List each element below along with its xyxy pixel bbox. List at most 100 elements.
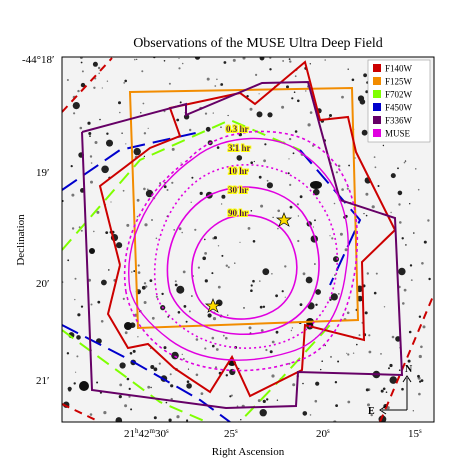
f336w-footprint bbox=[81, 80, 404, 410]
galaxy-dot bbox=[284, 265, 287, 268]
galaxy-dot bbox=[217, 285, 221, 289]
galaxy-dot bbox=[368, 350, 372, 354]
galaxy-dot bbox=[286, 85, 289, 89]
legend-swatch bbox=[373, 64, 381, 72]
galaxy-dot bbox=[371, 205, 375, 209]
galaxy-dot bbox=[77, 313, 81, 317]
galaxy-dot bbox=[289, 205, 293, 209]
galaxy-dot bbox=[402, 302, 405, 305]
galaxy-dot bbox=[276, 399, 279, 401]
galaxy-dot bbox=[397, 190, 403, 196]
galaxy-dot bbox=[163, 60, 166, 62]
reference-star-marker bbox=[275, 212, 293, 227]
galaxy-dot bbox=[346, 187, 349, 190]
x-axis-label: Right Ascension bbox=[212, 446, 285, 458]
galaxy-dot bbox=[191, 176, 194, 179]
galaxy-dot bbox=[121, 132, 123, 134]
galaxy-dot bbox=[116, 242, 123, 249]
galaxy-dot bbox=[309, 111, 313, 114]
galaxy-dot bbox=[176, 118, 180, 122]
galaxy-dot bbox=[134, 58, 136, 61]
galaxy-dot bbox=[195, 338, 199, 341]
galaxy-dot bbox=[421, 262, 424, 265]
galaxy-dot bbox=[418, 392, 421, 396]
galaxy-dot bbox=[250, 284, 253, 287]
galaxy-dot bbox=[118, 395, 122, 399]
galaxy-dot bbox=[252, 240, 256, 243]
galaxy-dot bbox=[347, 68, 349, 70]
galaxy-dot bbox=[190, 201, 192, 203]
galaxy-dot bbox=[155, 295, 158, 298]
galaxy-dot bbox=[106, 132, 109, 135]
galaxy-dot bbox=[333, 256, 339, 263]
galaxy-dot bbox=[176, 285, 185, 294]
galaxy-dot bbox=[266, 398, 269, 401]
galaxy-dot bbox=[153, 416, 157, 420]
legend-label: F336W bbox=[385, 116, 413, 126]
galaxy-dot bbox=[141, 285, 146, 290]
galaxy-dot bbox=[147, 385, 151, 389]
galaxy-dot bbox=[277, 227, 279, 230]
galaxy-dot bbox=[312, 226, 314, 228]
galaxy-dot bbox=[259, 305, 263, 309]
galaxy-dot bbox=[220, 126, 222, 128]
galaxy-dot bbox=[297, 215, 300, 217]
galaxy-dot bbox=[221, 254, 224, 257]
galaxy-dot bbox=[189, 128, 192, 132]
galaxy-dot bbox=[124, 79, 127, 83]
galaxy-dot bbox=[182, 270, 186, 274]
galaxy-dot bbox=[415, 168, 417, 170]
galaxy-dot bbox=[133, 147, 141, 156]
galaxy-dot bbox=[75, 371, 77, 373]
galaxy-dot bbox=[365, 192, 369, 196]
y-axis-label: Declination bbox=[15, 214, 27, 266]
galaxy-dot bbox=[294, 75, 297, 78]
galaxy-dot bbox=[151, 219, 153, 221]
bright-galaxy bbox=[79, 381, 89, 391]
compass-north-label: N bbox=[405, 364, 413, 375]
galaxy-dot bbox=[337, 164, 341, 168]
galaxy-dot bbox=[137, 271, 141, 274]
galaxy-dot bbox=[89, 413, 93, 416]
galaxy-dot bbox=[74, 277, 77, 280]
bright-galaxy bbox=[89, 248, 95, 254]
galaxy-dot bbox=[219, 84, 221, 86]
galaxy-dot bbox=[234, 262, 236, 264]
galaxy-dot bbox=[344, 248, 348, 252]
galaxy-dot bbox=[130, 408, 133, 411]
galaxy-dot bbox=[178, 227, 182, 231]
galaxy-dot bbox=[150, 386, 152, 389]
galaxy-dot bbox=[385, 391, 388, 394]
galaxy-dot bbox=[248, 326, 252, 330]
galaxy-dot bbox=[137, 336, 139, 338]
galaxy-dot bbox=[258, 175, 262, 179]
galaxy-dot bbox=[180, 162, 182, 164]
galaxy-dot bbox=[324, 59, 327, 61]
galaxy-dot bbox=[204, 347, 207, 350]
galaxy-dot bbox=[211, 336, 215, 340]
galaxy-dot bbox=[312, 144, 315, 147]
galaxy-dot bbox=[262, 399, 266, 403]
galaxy-dot bbox=[249, 107, 253, 111]
galaxy-dot bbox=[194, 228, 197, 231]
galaxy-dot bbox=[143, 187, 146, 191]
x-tick-label: 25s bbox=[224, 427, 238, 440]
galaxy-dot bbox=[123, 82, 126, 84]
galaxy-dot bbox=[66, 352, 70, 355]
galaxy-dot bbox=[247, 227, 251, 230]
galaxy-dot bbox=[282, 60, 284, 62]
legend-swatch bbox=[373, 77, 381, 85]
galaxy-dot bbox=[194, 57, 201, 60]
galaxy-dot bbox=[103, 411, 107, 415]
galaxy-dot bbox=[141, 70, 144, 73]
galaxy-dot bbox=[292, 383, 296, 387]
galaxy-dot bbox=[80, 61, 83, 64]
galaxy-dot bbox=[291, 327, 294, 329]
f450w-footprint bbox=[62, 131, 362, 422]
galaxy-dot bbox=[136, 215, 139, 218]
galaxy-dot bbox=[155, 237, 158, 240]
galaxy-dot bbox=[269, 350, 273, 354]
galaxy-dot bbox=[418, 354, 422, 359]
galaxy-dot bbox=[242, 57, 246, 60]
galaxy-dot bbox=[213, 236, 217, 240]
